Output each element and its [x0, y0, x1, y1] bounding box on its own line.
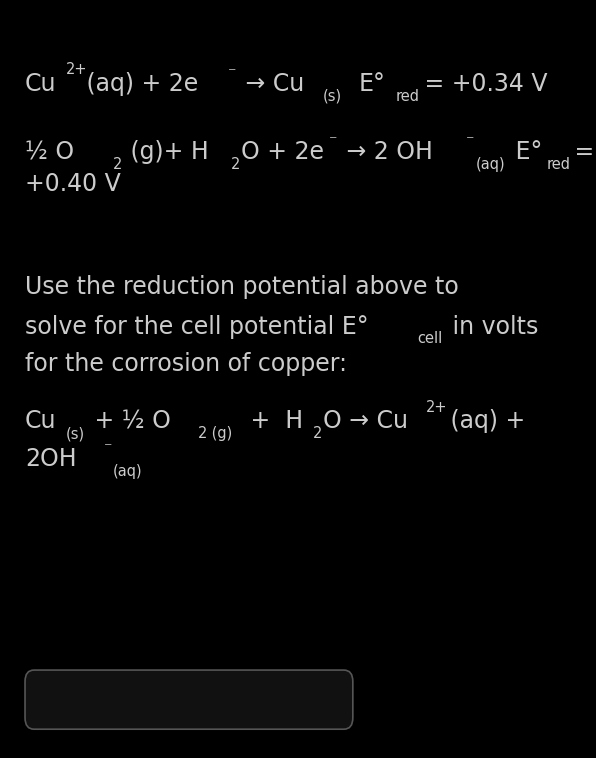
Text: E°: E°	[359, 72, 386, 96]
Text: E°: E°	[508, 140, 542, 164]
Text: ⁻: ⁻	[228, 65, 236, 80]
Text: 2+: 2+	[426, 399, 447, 415]
Text: (aq) + 2e: (aq) + 2e	[79, 72, 198, 96]
Text: red: red	[396, 89, 420, 104]
FancyBboxPatch shape	[25, 670, 353, 729]
Text: ⁻: ⁻	[329, 133, 337, 149]
Text: ½ O: ½ O	[25, 140, 74, 164]
Text: 2OH: 2OH	[25, 447, 77, 471]
Text: (g): (g)	[207, 426, 232, 441]
Text: 2+: 2+	[66, 62, 87, 77]
Text: Cu: Cu	[25, 72, 57, 96]
Text: (aq) +: (aq) +	[443, 409, 526, 434]
Text: (s): (s)	[323, 89, 342, 104]
Text: (aq): (aq)	[476, 157, 506, 172]
Text: O → Cu: O → Cu	[323, 409, 408, 434]
Text: for the corrosion of copper:: for the corrosion of copper:	[25, 352, 347, 377]
Text: 2: 2	[198, 426, 207, 441]
Text: + ½ O: + ½ O	[87, 409, 171, 434]
Text: Use the reduction potential above to: Use the reduction potential above to	[25, 275, 459, 299]
Text: ⁻: ⁻	[104, 440, 112, 456]
Text: O + 2e: O + 2e	[241, 140, 324, 164]
Text: +0.40 V: +0.40 V	[25, 172, 121, 196]
Text: 2: 2	[113, 157, 123, 172]
Text: = +0.34 V: = +0.34 V	[417, 72, 548, 96]
Text: → 2 OH: → 2 OH	[339, 140, 433, 164]
Text: ⁻: ⁻	[466, 133, 474, 149]
Text: 2: 2	[313, 426, 322, 441]
Text: in volts: in volts	[445, 315, 538, 339]
Text: Cu: Cu	[25, 409, 57, 434]
Text: solve for the cell potential E°: solve for the cell potential E°	[25, 315, 369, 339]
Text: → Cu: → Cu	[238, 72, 305, 96]
Text: +  H: + H	[243, 409, 303, 434]
Text: =: =	[567, 140, 595, 164]
Text: 2: 2	[231, 157, 240, 172]
Text: cell: cell	[417, 331, 442, 346]
Text: (g)+ H: (g)+ H	[123, 140, 209, 164]
Text: (aq): (aq)	[113, 464, 143, 479]
Text: (s): (s)	[66, 426, 85, 441]
Text: red: red	[547, 157, 570, 172]
